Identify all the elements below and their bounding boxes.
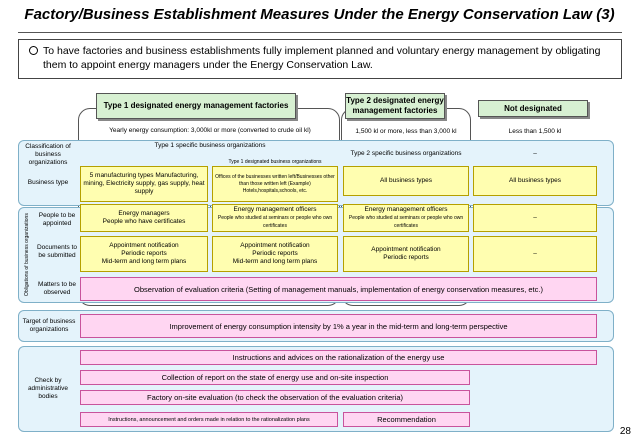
type1-header: Type 1 designated energy management fact… [96, 93, 296, 119]
page-title: Factory/Business Establishment Measures … [24, 6, 615, 23]
intro-box: To have factories and business establish… [18, 39, 622, 79]
documents-type2-line: Appointment notification [371, 246, 441, 253]
check-row3: Factory on-site evaluation (to check the… [80, 390, 470, 405]
documents-type1a: Appointment notification Periodic report… [80, 236, 208, 272]
documents-label: Documents to be submitted [36, 244, 78, 259]
business-type-not: All business types [473, 166, 597, 196]
circle-bullet-icon [29, 46, 38, 55]
check-row1: Instructions and advices on the rational… [80, 350, 597, 365]
people-type1b: Energy management officers People who st… [212, 204, 338, 232]
documents-not-text: – [533, 250, 537, 257]
business-type-type2: All business types [343, 166, 469, 196]
title-divider [18, 32, 622, 33]
business-type-type2-text: All business types [379, 177, 433, 184]
people-type2-sub: People who studied at seminars or people… [348, 215, 464, 229]
matters-text: Observation of evaluation criteria (Sett… [80, 277, 597, 301]
people-type1a: Energy managers People who have certific… [80, 204, 208, 232]
people-label: People to be appointed [38, 212, 76, 227]
people-type2-title: Energy management officers [364, 206, 448, 213]
documents-type2-line: Periodic reports [383, 254, 429, 261]
business-type-type1a-text: 5 manufacturing types Manufacturing, min… [83, 172, 205, 195]
documents-type1b: Appointment notification Periodic report… [212, 236, 338, 272]
documents-type2: Appointment notification Periodic report… [343, 236, 469, 272]
business-type-type1b-text: Offices of the businesses written left/B… [215, 173, 335, 194]
people-not-text: – [533, 214, 537, 221]
check-row2: Collection of report on the state of ene… [80, 370, 470, 385]
classification-label: Classification of business organizations [25, 143, 71, 166]
documents-type1b-line: Appointment notification [240, 242, 310, 249]
check-row4b: Recommendation [343, 412, 470, 427]
documents-type1a-line: Mid-term and long term plans [101, 258, 187, 265]
documents-not: – [473, 236, 597, 272]
type2-header: Type 2 designated energy management fact… [345, 93, 445, 119]
documents-type1b-line: Mid-term and long term plans [232, 258, 318, 265]
documents-type1b-line: Periodic reports [252, 250, 298, 257]
business-type-type1a: 5 manufacturing types Manufacturing, min… [80, 166, 208, 202]
people-type1b-sub: People who studied at seminars or people… [217, 215, 333, 229]
obligations-label: Obligations of business organizations [24, 213, 30, 297]
intro-text: To have factories and business establish… [43, 45, 601, 71]
check-label: Check by administrative bodies [27, 377, 69, 400]
classification-type1: Type 1 specific business organizations [154, 142, 266, 149]
documents-type1a-line: Appointment notification [109, 242, 179, 249]
business-type-not-text: All business types [508, 177, 562, 184]
people-type1a-title: Energy managers [118, 210, 170, 217]
classification-type2: Type 2 specific business organizations [350, 150, 462, 157]
target-label: Target of business organizations [22, 318, 76, 333]
people-type1b-title: Energy management officers [233, 206, 317, 213]
people-type2: Energy management officers People who st… [343, 204, 469, 232]
classification-not: – [533, 150, 537, 157]
page-number: 28 [619, 426, 631, 437]
target-text: Improvement of energy consumption intens… [80, 314, 597, 338]
business-type-label: Business type [27, 179, 69, 186]
type1-consumption: Yearly energy consumption: 3,000kl or mo… [109, 127, 311, 134]
classification-type1-sub: Type 1 designated business organizations [228, 159, 322, 165]
people-not: – [473, 204, 597, 232]
matters-label: Matters to be observed [38, 281, 76, 296]
not-consumption: Less than 1,500 kl [508, 128, 562, 135]
people-type1a-sub: People who have certificates [102, 218, 186, 225]
type2-consumption: 1,500 kl or more, less than 3,000 kl [355, 128, 457, 135]
documents-type1a-line: Periodic reports [121, 250, 167, 257]
not-designated-header: Not designated [478, 100, 588, 117]
business-type-type1b: Offices of the businesses written left/B… [212, 166, 338, 202]
check-row4a: Instructions, announcement and orders ma… [80, 412, 338, 427]
